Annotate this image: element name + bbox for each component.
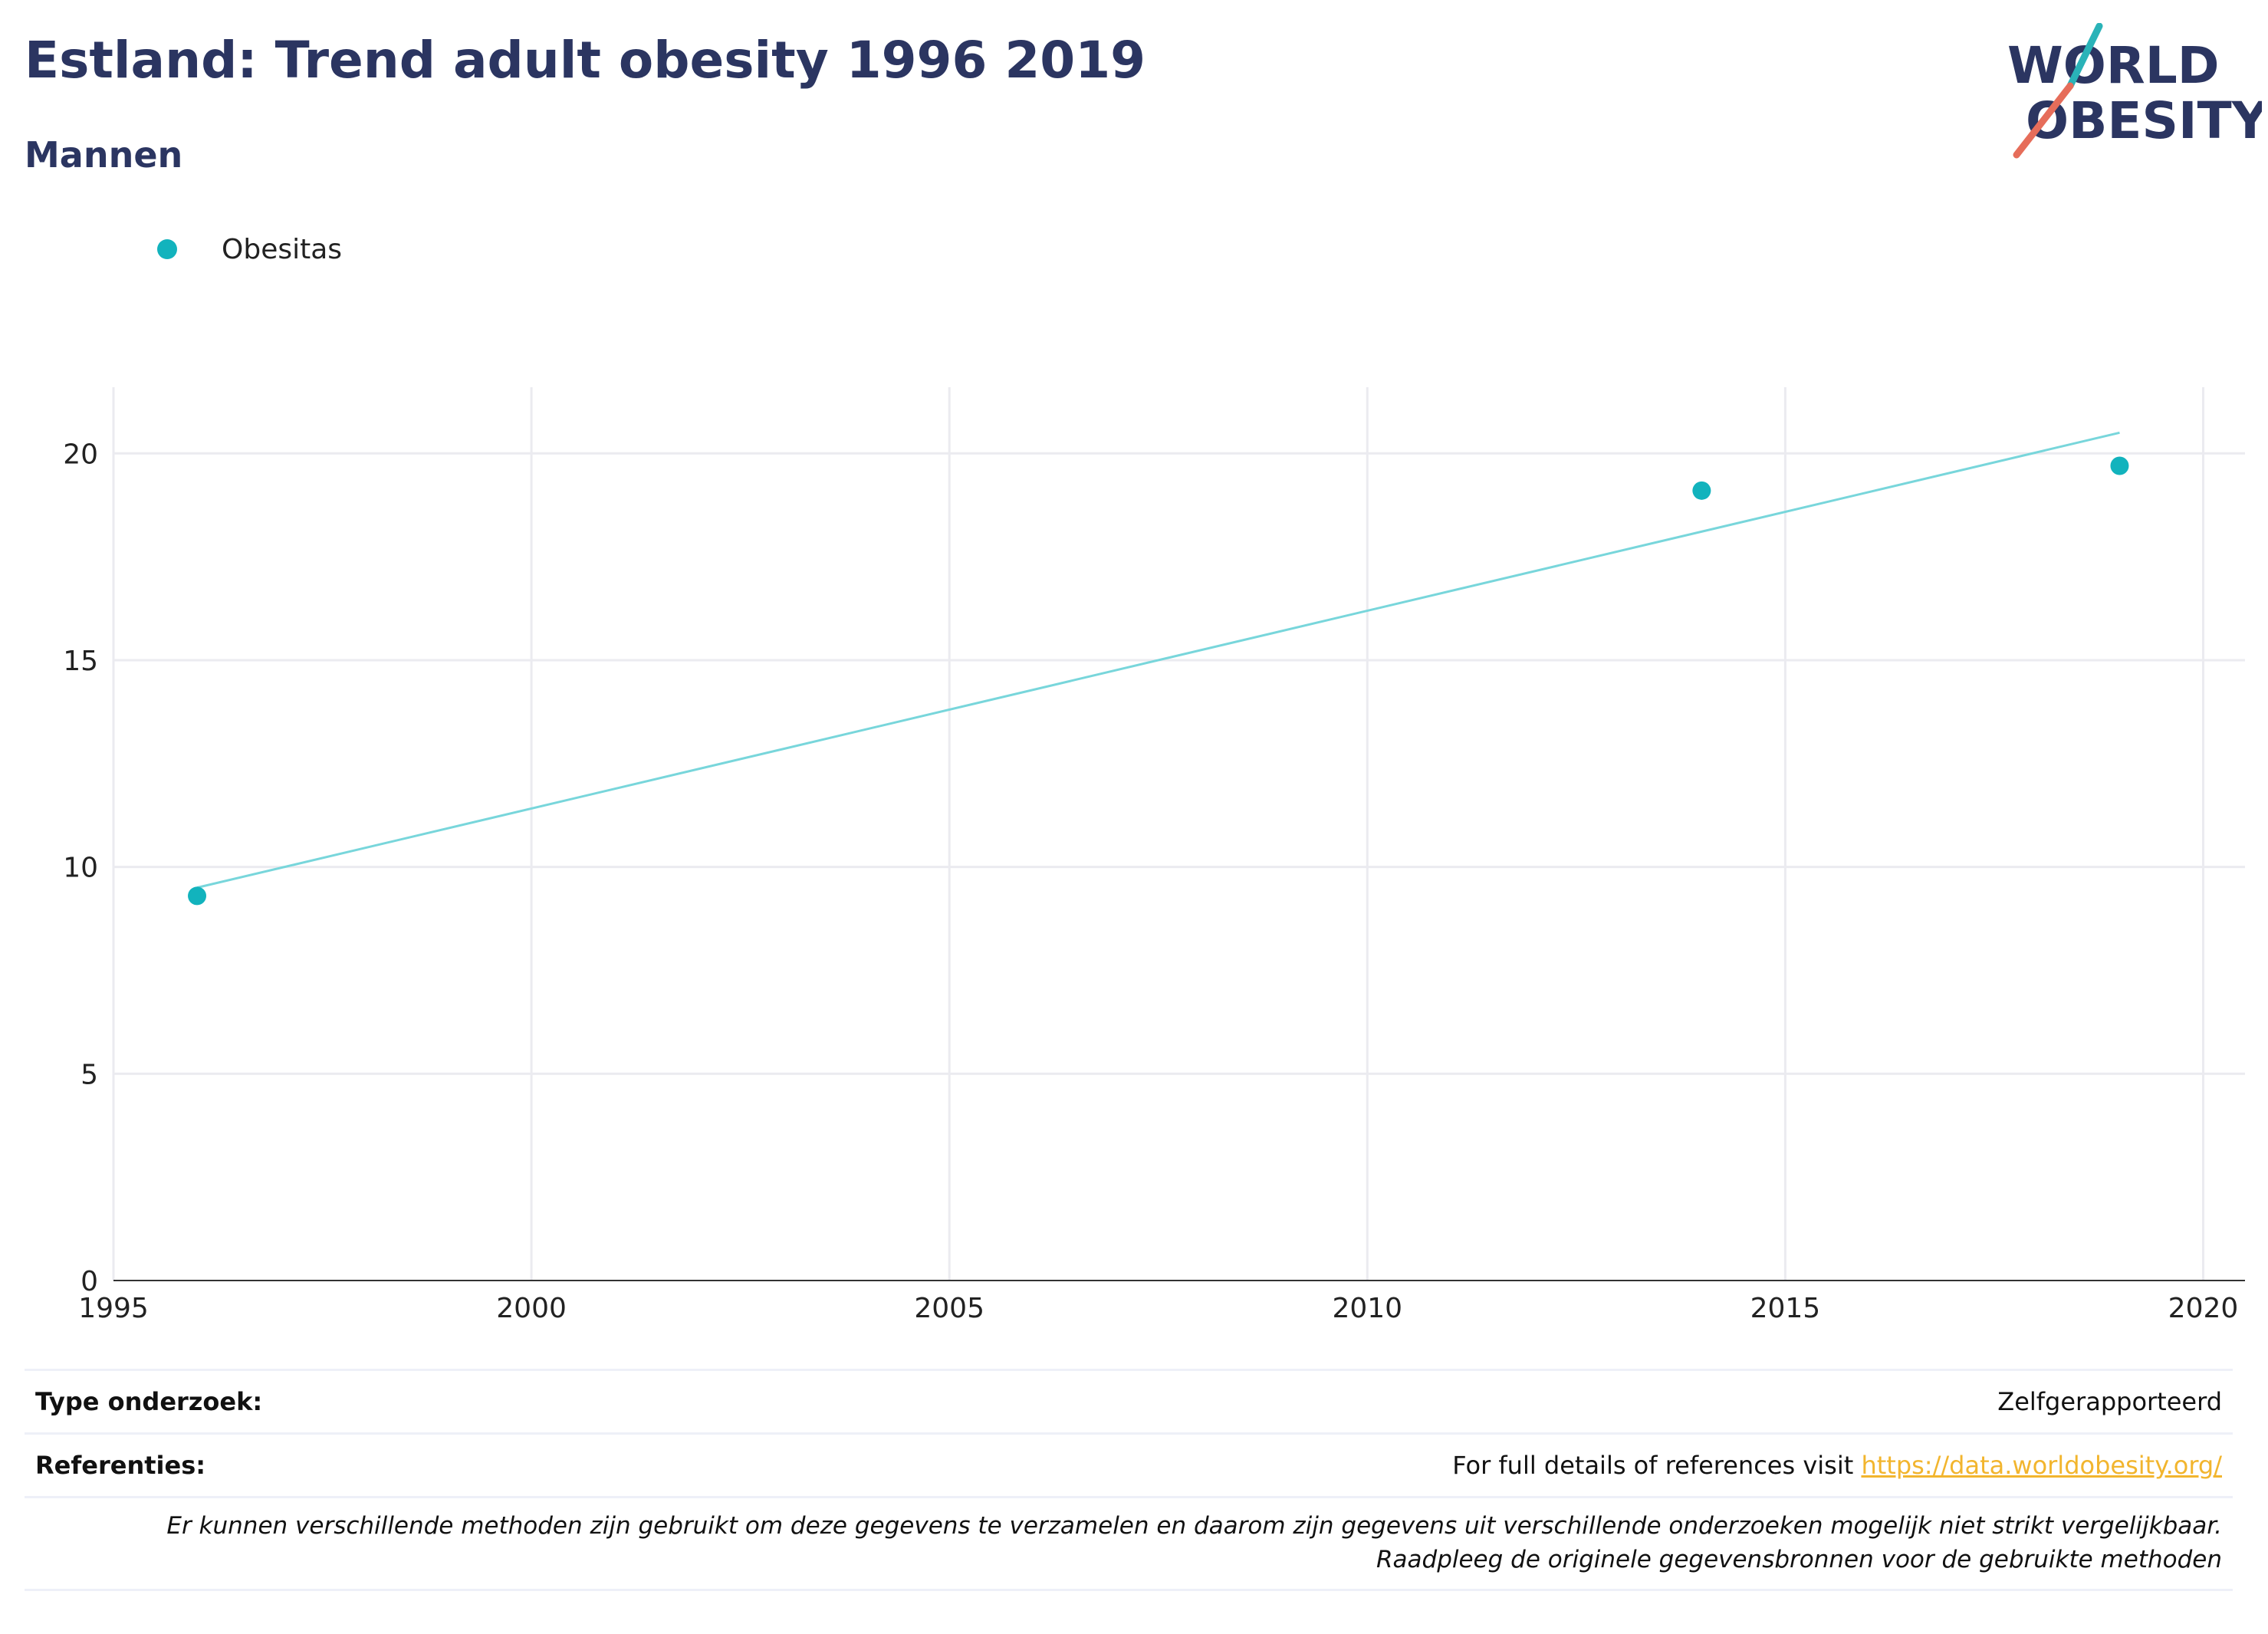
logo-line-obesity: OBESITY xyxy=(2026,91,2262,150)
y-tick-label: 20 xyxy=(63,439,98,470)
x-tick-label: 2015 xyxy=(1750,1293,1821,1319)
data-point xyxy=(188,886,207,906)
info-table: Type onderzoek: Zelfgerapporteerd Refere… xyxy=(25,1369,2233,1591)
logo-teal-slash xyxy=(2066,23,2103,90)
methods-note: Er kunnen verschillende methoden zijn ge… xyxy=(25,1496,2233,1591)
info-row-type: Type onderzoek: Zelfgerapporteerd xyxy=(25,1369,2233,1432)
world-obesity-logo: WORLD OBESITY xyxy=(2007,23,2262,159)
references-value: For full details of references visit htt… xyxy=(1452,1451,2222,1480)
y-tick-label: 0 xyxy=(81,1266,98,1297)
legend-label-obesitas: Obesitas xyxy=(222,233,343,265)
data-point xyxy=(1692,481,1711,500)
y-tick-label: 10 xyxy=(63,853,98,884)
info-row-references: Referenties: For full details of referen… xyxy=(25,1432,2233,1496)
references-text: For full details of references visit xyxy=(1452,1451,1854,1480)
x-tick-label: 2000 xyxy=(496,1293,567,1319)
chart-area: 1995 2000 2005 2010 2015 2020 0 5 10 15 20 xyxy=(63,387,2245,1319)
page-title: Estland: Trend adult obesity 1996 2019 xyxy=(25,31,1146,90)
x-tick-label: 2005 xyxy=(914,1293,984,1319)
x-tick-label: 2010 xyxy=(1332,1293,1402,1319)
references-link[interactable]: https://data.worldobesity.org/ xyxy=(1861,1451,2222,1480)
legend-marker xyxy=(157,239,177,259)
x-tick-label: 2020 xyxy=(2168,1293,2239,1319)
page-subtitle: Mannen xyxy=(25,134,183,176)
chart-legend[interactable]: Obesitas xyxy=(157,230,342,268)
y-tick-label: 5 xyxy=(81,1059,98,1090)
y-tick-label: 15 xyxy=(63,646,98,677)
type-label: Type onderzoek: xyxy=(35,1387,263,1416)
trend-line xyxy=(196,431,2120,889)
x-tick-label: 1995 xyxy=(78,1293,149,1319)
references-label: Referenties: xyxy=(35,1451,206,1480)
logo-line-world: WORLD xyxy=(2007,36,2220,95)
data-point xyxy=(2110,456,2129,475)
logo-coral-slash xyxy=(2013,82,2074,159)
type-value: Zelfgerapporteerd xyxy=(1997,1387,2222,1416)
